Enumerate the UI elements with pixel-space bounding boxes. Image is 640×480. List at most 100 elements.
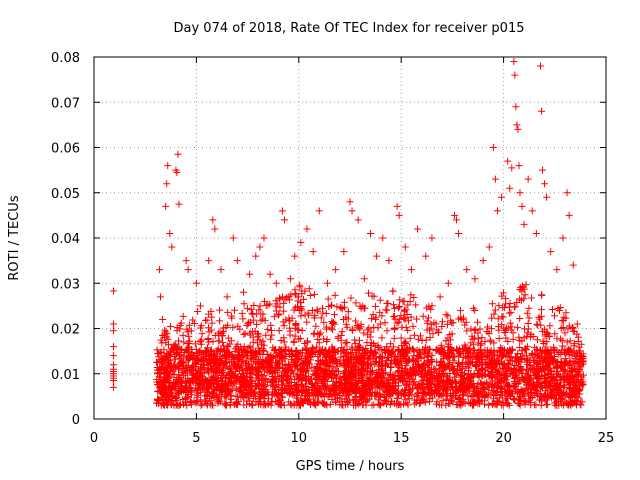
data-point bbox=[409, 346, 417, 354]
data-point bbox=[272, 349, 280, 357]
data-point bbox=[177, 319, 185, 327]
data-point bbox=[406, 343, 414, 351]
data-point bbox=[281, 352, 289, 360]
data-point bbox=[338, 328, 346, 336]
data-point bbox=[415, 400, 423, 408]
data-point bbox=[386, 370, 394, 378]
data-point bbox=[173, 345, 181, 353]
data-point bbox=[527, 401, 535, 409]
data-point bbox=[509, 382, 517, 390]
data-point bbox=[317, 314, 325, 322]
data-point bbox=[486, 336, 494, 344]
data-point bbox=[324, 295, 332, 303]
data-point bbox=[339, 388, 347, 396]
data-point bbox=[342, 313, 350, 321]
data-point bbox=[316, 331, 323, 339]
data-point bbox=[528, 349, 536, 357]
data-point bbox=[285, 292, 293, 300]
data-point bbox=[558, 346, 566, 354]
data-point bbox=[483, 323, 491, 331]
data-point bbox=[230, 401, 238, 409]
data-point bbox=[315, 339, 323, 347]
data-point bbox=[230, 353, 238, 361]
data-point bbox=[520, 392, 528, 400]
data-point bbox=[449, 377, 457, 385]
data-point bbox=[286, 331, 294, 339]
data-point bbox=[203, 358, 211, 366]
data-point bbox=[375, 358, 383, 366]
data-point bbox=[246, 369, 254, 377]
data-point bbox=[342, 320, 350, 328]
data-point bbox=[234, 372, 242, 380]
data-point bbox=[208, 351, 216, 359]
data-point bbox=[423, 317, 431, 325]
data-point bbox=[220, 372, 228, 380]
data-point bbox=[458, 344, 466, 352]
data-point bbox=[413, 315, 421, 323]
data-point bbox=[396, 296, 404, 304]
data-point bbox=[506, 319, 514, 327]
data-point bbox=[545, 332, 553, 340]
data-point bbox=[353, 354, 361, 362]
data-point bbox=[316, 372, 324, 380]
data-point bbox=[216, 317, 224, 325]
data-point bbox=[497, 385, 505, 393]
data-point bbox=[559, 389, 567, 397]
data-point bbox=[385, 385, 393, 393]
data-point bbox=[202, 380, 210, 388]
data-point bbox=[523, 352, 531, 360]
data-point bbox=[579, 371, 587, 379]
data-point bbox=[238, 353, 246, 361]
data-point bbox=[255, 306, 263, 314]
data-point bbox=[567, 383, 575, 391]
data-point bbox=[480, 385, 488, 393]
data-point bbox=[286, 386, 294, 394]
data-point bbox=[491, 374, 499, 382]
data-point bbox=[502, 376, 510, 384]
data-point bbox=[490, 310, 498, 318]
data-point bbox=[422, 336, 430, 344]
y-tick-label: 0.03 bbox=[51, 277, 80, 292]
data-point bbox=[184, 387, 192, 395]
data-point bbox=[169, 345, 177, 353]
data-point bbox=[244, 349, 252, 357]
data-point bbox=[376, 392, 384, 400]
data-point bbox=[450, 357, 458, 365]
data-point bbox=[553, 387, 561, 395]
axis-ticks: 0 5 10 15 20 25 0 0.01 0.02 0.03 0.04 0.05 0.06 0.07 0… bbox=[51, 51, 614, 446]
data-point bbox=[534, 351, 542, 359]
data-point bbox=[515, 333, 523, 341]
y-tick-label: 0.04 bbox=[51, 232, 80, 247]
data-point bbox=[223, 381, 231, 389]
data-point bbox=[251, 388, 259, 396]
data-point bbox=[530, 366, 538, 374]
data-point bbox=[554, 305, 562, 313]
data-point bbox=[497, 344, 505, 352]
data-point bbox=[258, 359, 266, 367]
data-point bbox=[481, 366, 489, 374]
data-point bbox=[183, 339, 191, 347]
data-point bbox=[192, 378, 200, 386]
data-point bbox=[522, 377, 530, 385]
data-point bbox=[259, 337, 267, 345]
x-tick-label: 0 bbox=[90, 431, 98, 446]
data-point bbox=[444, 374, 452, 382]
data-point bbox=[182, 257, 190, 265]
data-point bbox=[163, 180, 171, 188]
data-point bbox=[280, 367, 288, 375]
data-point bbox=[543, 328, 551, 336]
data-point bbox=[159, 315, 167, 323]
data-point bbox=[193, 393, 201, 401]
data-point bbox=[244, 320, 252, 328]
data-point bbox=[257, 401, 265, 409]
data-point bbox=[237, 386, 245, 394]
data-point bbox=[310, 330, 318, 338]
data-point bbox=[160, 400, 168, 408]
data-point bbox=[184, 266, 192, 274]
data-point bbox=[538, 358, 546, 366]
data-point bbox=[280, 338, 288, 346]
data-point bbox=[523, 343, 531, 351]
data-point bbox=[365, 324, 373, 332]
data-point bbox=[478, 334, 486, 342]
data-point bbox=[411, 382, 419, 390]
